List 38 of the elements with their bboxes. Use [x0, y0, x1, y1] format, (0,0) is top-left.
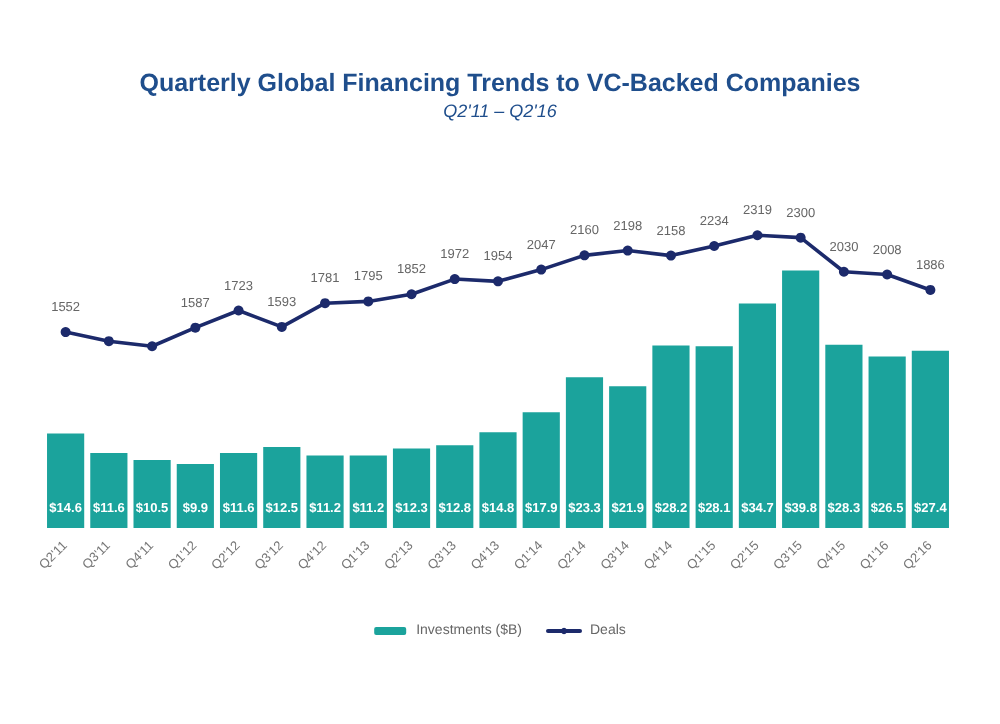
bar [825, 344, 863, 528]
bar [133, 460, 171, 528]
bar [782, 270, 820, 528]
bar [392, 448, 431, 528]
point [838, 266, 849, 277]
point [493, 276, 503, 287]
point [60, 327, 71, 338]
bar [522, 412, 560, 528]
bar [47, 433, 85, 528]
point [449, 274, 460, 285]
bar [565, 377, 604, 528]
point [363, 296, 374, 307]
bar [436, 445, 474, 528]
bar [911, 350, 949, 528]
bar [609, 386, 647, 528]
bar [738, 303, 777, 528]
point [103, 336, 114, 347]
bar [868, 356, 906, 528]
bar [695, 346, 733, 528]
point [925, 284, 936, 295]
bar [306, 455, 344, 528]
bar [652, 345, 690, 528]
point [276, 321, 287, 332]
point [882, 269, 893, 280]
chart-title: Quarterly Global Financing Trends to VC-Backed Companies [139, 69, 861, 97]
point [320, 298, 331, 309]
chart-subtitle: Q2'11 – Q2'16 [443, 101, 557, 121]
point [406, 289, 417, 300]
point [233, 305, 244, 316]
bar [479, 432, 517, 528]
bar [176, 463, 214, 528]
point [147, 341, 158, 352]
bar [219, 452, 258, 528]
point [536, 264, 547, 275]
point [190, 322, 201, 333]
bar [263, 447, 301, 528]
bar [90, 452, 128, 528]
bar [349, 455, 387, 528]
